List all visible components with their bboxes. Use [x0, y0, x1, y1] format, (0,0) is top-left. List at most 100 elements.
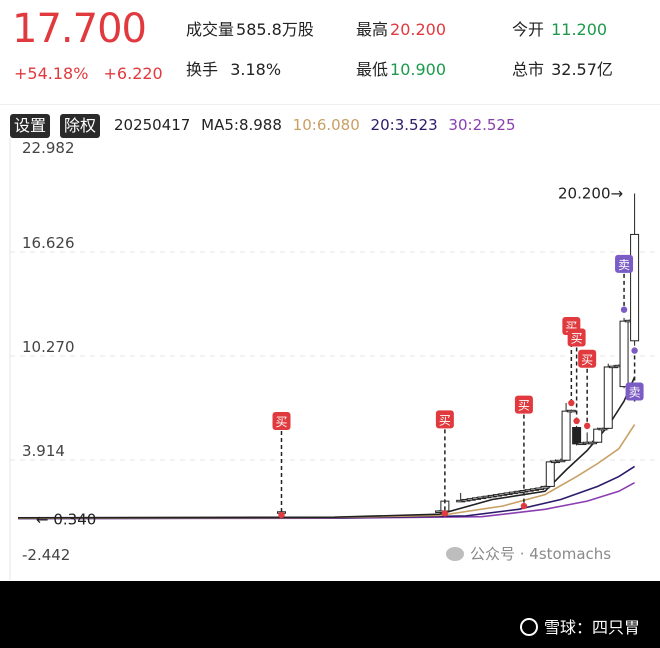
candle-body: [540, 485, 550, 489]
candle-body: [535, 487, 545, 491]
candle: [603, 363, 613, 430]
candle: [598, 427, 608, 431]
min-price-label: ← 0.340: [36, 510, 96, 528]
legend-date: 20250417: [114, 116, 191, 134]
legend-ma5: MA5:8.988: [201, 116, 282, 134]
turnover-value: 3.18%: [230, 60, 282, 79]
legend-ma20: 20:3.523: [370, 116, 438, 134]
candle: [566, 409, 576, 413]
signal-dot: [568, 399, 575, 407]
legend-ma30: 30:2.525: [448, 116, 516, 134]
buy-signal: 买: [272, 411, 291, 519]
high-value: 20.200: [390, 20, 446, 39]
change-percent: +54.18%: [14, 64, 89, 83]
signal-badge-text: 卖: [618, 258, 630, 272]
buy-signal: 买: [514, 395, 533, 510]
y-tick-label: 10.270: [22, 338, 75, 356]
low-label: 最低: [356, 60, 389, 79]
candle: [561, 402, 571, 462]
mktcap-label: 总市: [512, 60, 545, 79]
y-tick-label: -2.442: [22, 546, 70, 564]
signal-dot: [573, 417, 580, 425]
candle: [619, 317, 629, 389]
candle-body: [561, 410, 571, 461]
volume-label: 成交量: [186, 20, 235, 39]
signal-badge-text: 买: [581, 353, 593, 367]
xueqiu-watermark-text: 雪球：四只胃: [543, 618, 640, 637]
candle-body: [619, 320, 629, 388]
last-price: 17.700: [12, 6, 147, 52]
candle: [556, 458, 566, 463]
buy-signal: 买: [435, 410, 454, 517]
signal-badge: [567, 328, 586, 347]
candle-body: [566, 409, 576, 413]
turnover-label: 换手: [186, 60, 219, 79]
candle-body: [545, 461, 555, 487]
wechat-watermark: 公众号 · 4stomachs: [446, 543, 611, 564]
legend-ma10: 10:6.080: [292, 116, 360, 134]
turnover-stat: 换手 3.18%: [186, 56, 281, 80]
signal-badge-text: 买: [518, 399, 530, 413]
signal-dot: [441, 510, 449, 517]
candle: [540, 485, 550, 489]
open-stat: 今开 11.200: [512, 16, 607, 40]
mktcap-stat: 总市 32.57亿: [512, 56, 613, 80]
signal-badge: [435, 410, 454, 429]
signal-badge-text: 买: [439, 413, 451, 427]
signal-dot: [278, 511, 285, 519]
sell-signal: 卖: [625, 347, 644, 402]
y-tick-label: 3.914: [22, 442, 65, 460]
signal-badge: [625, 382, 644, 401]
candle-body: [587, 441, 597, 445]
mktcap-value: 32.57亿: [551, 60, 613, 79]
signal-badge-text: 买: [275, 415, 287, 429]
kline-chart[interactable]: 买买买买买买卖卖 22.98216.62610.2703.914-2.44220…: [0, 138, 660, 580]
buy-signal: 买: [578, 349, 597, 430]
candle: [587, 440, 597, 445]
signal-dot: [583, 422, 591, 430]
xueqiu-watermark: 雪球：四只胃: [519, 614, 640, 638]
buy-signal: 买: [567, 328, 586, 425]
volume-stat: 成交量 585.8万股: [186, 16, 314, 40]
ma5-line: [17, 376, 636, 519]
candle-body: [598, 427, 608, 431]
signal-badge: [615, 254, 634, 273]
signal-badge-text: 买: [571, 332, 583, 346]
candle-body: [630, 233, 640, 342]
signal-dot: [631, 347, 638, 354]
high-label: 最高: [356, 20, 389, 39]
header-divider: [0, 104, 660, 105]
ex-rights-button[interactable]: 除权: [60, 114, 101, 138]
candle: [630, 193, 640, 346]
ma-legend: 20250417 MA5:8.988 10:6.080 20:3.523 30:…: [114, 116, 516, 134]
low-stat: 最低 10.900: [356, 56, 446, 80]
signal-badge: [578, 349, 597, 368]
sell-signal: 卖: [615, 254, 634, 313]
settings-button[interactable]: 设置: [10, 114, 51, 138]
change-amount: +6.220: [103, 64, 163, 83]
wechat-watermark-text: 公众号 · 4stomachs: [470, 545, 612, 563]
candle-body: [556, 459, 566, 463]
y-tick-label: 22.982: [22, 139, 75, 157]
candle: [545, 460, 555, 488]
candle-body: [603, 366, 613, 429]
low-value: 10.900: [390, 60, 446, 79]
footer-bar: [0, 581, 660, 648]
candle-body: [572, 427, 582, 445]
signal-dot: [520, 502, 528, 510]
price-change: +54.18% +6.220: [14, 64, 163, 83]
xueqiu-icon: [519, 618, 538, 636]
open-label: 今开: [512, 20, 545, 39]
candle: [572, 425, 582, 446]
wechat-icon: [446, 547, 464, 561]
signal-badge: [514, 395, 533, 414]
open-value: 11.200: [551, 20, 608, 39]
signal-badge: [272, 411, 291, 430]
signal-badge-text: 卖: [629, 386, 641, 400]
signal-dot: [620, 306, 628, 313]
candle: [593, 427, 603, 444]
high-stat: 最高 20.200: [356, 16, 446, 40]
volume-value: 585.8万股: [236, 20, 314, 39]
max-price-label: 20.200→: [558, 185, 623, 203]
candle: [535, 487, 545, 491]
